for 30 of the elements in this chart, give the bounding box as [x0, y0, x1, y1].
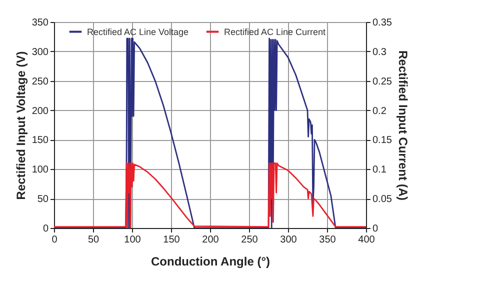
y-tick-label: 200 [32, 106, 49, 117]
x-axis-title: Conduction Angle (°) [151, 254, 270, 268]
y2-tick-label: 0.2 [372, 106, 387, 117]
y-tick-label: 100 [32, 164, 49, 176]
y-tick-label: 150 [32, 135, 49, 146]
y-tick-label: 50 [37, 194, 49, 206]
x-tick-label: 400 [358, 234, 376, 246]
y2-tick-label: 0.1 [372, 164, 387, 176]
legend-label: Rectified AC Line Voltage [87, 26, 189, 37]
x-tick-label: 0 [52, 234, 58, 246]
y-axis-title: Rectified Input Voltage (V) [14, 51, 28, 200]
y2-tick-label: 0.25 [372, 76, 392, 88]
x-tick-label: 250 [241, 234, 258, 246]
y2-tick-label: 0 [372, 224, 378, 234]
x-tick-label: 350 [319, 234, 336, 246]
y2-tick-label: 0.35 [372, 18, 392, 28]
y-tick-label: 0 [42, 224, 49, 234]
x-tick-label: 100 [124, 234, 142, 246]
y-tick-label: 300 [32, 46, 49, 58]
y-tick-label: 350 [32, 18, 49, 28]
legend-label: Rectified AC Line Current [224, 26, 326, 37]
y2-tick-label: 0.15 [372, 135, 392, 146]
x-tick-label: 200 [202, 234, 220, 246]
y2-tick-label: 0.05 [372, 194, 392, 206]
y2-axis-title: Rectified Input Current (A) [396, 50, 410, 200]
y-tick-label: 250 [32, 76, 49, 88]
x-tick-label: 300 [280, 234, 298, 246]
y2-tick-label: 0.3 [372, 46, 387, 58]
x-tick-label: 50 [88, 234, 100, 246]
x-tick-label: 150 [163, 234, 180, 246]
